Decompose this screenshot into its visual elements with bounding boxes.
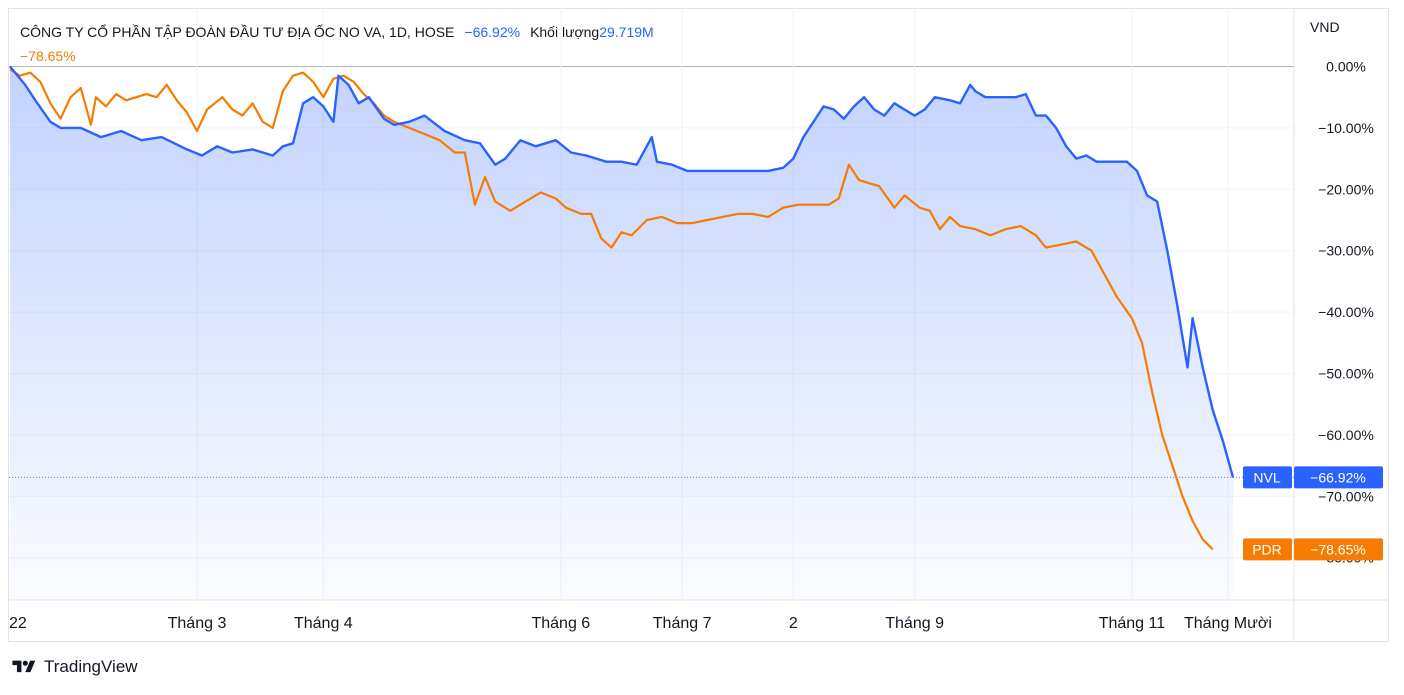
brand-name: TradingView bbox=[44, 657, 138, 676]
x-tick-label: 22 bbox=[9, 615, 27, 632]
x-tick-label: Tháng 9 bbox=[885, 615, 944, 632]
x-tick-label: Tháng 7 bbox=[653, 615, 712, 632]
x-axis[interactable]: 22 Tháng 3 Tháng 4 Tháng 6 Tháng 7 2 Tháng 9 Th… bbox=[9, 615, 1272, 632]
pdr-value-label: −78.65% bbox=[1310, 541, 1366, 557]
legend-row-main: CÔNG TY CỔ PHẦN TẬP ĐOÀN ĐẦU TƯ ĐỊA ỐC N… bbox=[20, 23, 654, 40]
y-tick-label: −50.00% bbox=[1318, 366, 1374, 382]
series-lines[interactable] bbox=[9, 65, 1235, 551]
x-tick-label: Tháng 3 bbox=[168, 615, 227, 632]
y-tick-label: −30.00% bbox=[1318, 243, 1374, 259]
pdr-symbol-label: PDR bbox=[1252, 541, 1282, 557]
x-tick-label: Tháng 11 bbox=[1099, 615, 1166, 632]
x-tick-label: Tháng 6 bbox=[531, 615, 590, 632]
y-tick-label: −10.00% bbox=[1318, 120, 1374, 136]
legend: CÔNG TY CỔ PHẦN TẬP ĐOÀN ĐẦU TƯ ĐỊA ỐC N… bbox=[20, 23, 654, 64]
x-tick-label: 2 bbox=[789, 615, 798, 632]
x-tick-label: Tháng 4 bbox=[294, 615, 353, 632]
nvl-series-line[interactable] bbox=[9, 65, 1235, 478]
y-tick-label: −40.00% bbox=[1318, 304, 1374, 320]
legend-main-change: −66.92% bbox=[464, 24, 520, 40]
tradingview-logo-icon bbox=[12, 660, 36, 673]
pdr-value-tag bbox=[1294, 538, 1383, 561]
price-labels: NVL −66.92% PDR −78.65% bbox=[1243, 466, 1383, 561]
nvl-symbol-tag bbox=[1243, 466, 1292, 489]
currency-label: VND bbox=[1310, 19, 1340, 35]
legend-compare-change: −78.65% bbox=[20, 48, 76, 64]
y-tick-label: −20.00% bbox=[1318, 181, 1374, 197]
y-axis[interactable]: 0.00% −10.00% −20.00% −30.00% −40.00% −50.00%… bbox=[1310, 19, 1374, 566]
pdr-series-line[interactable] bbox=[9, 68, 1214, 551]
nvl-value-tag bbox=[1294, 466, 1383, 489]
legend-volume-label: Khối lượng bbox=[530, 24, 599, 40]
legend-volume-value: 29.719M bbox=[599, 24, 653, 40]
y-tick-label: 0.00% bbox=[1326, 59, 1366, 75]
nvl-value-label: −66.92% bbox=[1310, 469, 1366, 485]
x-tick-label: Tháng Mười bbox=[1184, 615, 1272, 632]
nvl-symbol-label: NVL bbox=[1253, 469, 1280, 485]
y-tick-label: −70.00% bbox=[1318, 488, 1374, 504]
legend-title: CÔNG TY CỔ PHẦN TẬP ĐOÀN ĐẦU TƯ ĐỊA ỐC N… bbox=[20, 23, 454, 40]
nvl-area-fill bbox=[10, 66, 1233, 600]
chart-frame bbox=[8, 8, 1389, 642]
pdr-symbol-tag bbox=[1243, 538, 1292, 561]
nvl-area bbox=[10, 66, 1233, 600]
tradingview-brand[interactable]: TradingView bbox=[10, 657, 138, 677]
y-tick-label: −60.00% bbox=[1318, 427, 1374, 443]
